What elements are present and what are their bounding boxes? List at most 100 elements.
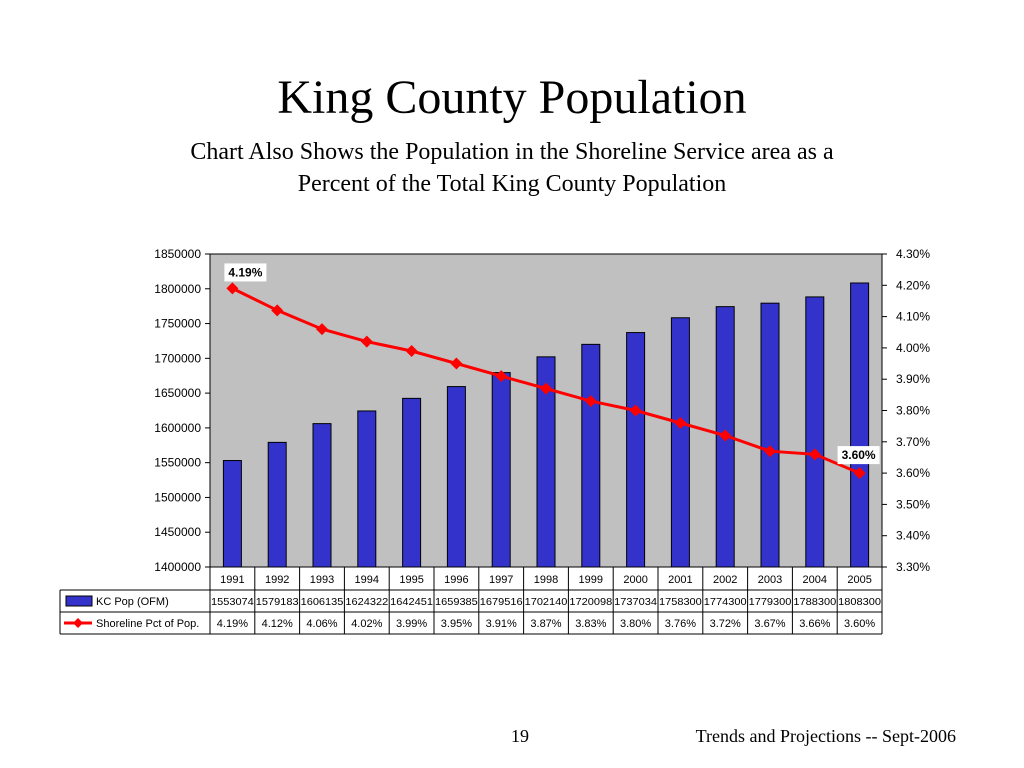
y-axis-tick-label: 1850000 (154, 247, 201, 261)
table-cell-shoreline-1992: 4.12% (262, 618, 293, 630)
shoreline-pct-marker-1994 (360, 335, 373, 348)
legend-label-shoreline: Shoreline Pct of Pop. (96, 618, 199, 630)
bar-kc-pop-1992 (267, 441, 287, 568)
table-cell-shoreline-1991: 4.19% (217, 618, 248, 630)
table-cell-shoreline-1994: 4.02% (351, 618, 382, 630)
bar-kc-pop-1994 (357, 410, 377, 568)
y-axis-tick-label: 1400000 (154, 560, 201, 574)
shoreline-pct-marker-1998 (540, 382, 552, 395)
table-cell-kc-pop-2003: 1779300 (749, 596, 792, 608)
shoreline-pct-marker-1993 (316, 323, 328, 336)
bar-kc-pop-1996 (446, 386, 466, 568)
shoreline-pct-marker-1999 (584, 395, 597, 408)
annotation-box (224, 263, 267, 282)
bar-kc-pop-2003 (760, 302, 780, 568)
shoreline-pct-marker-1991 (226, 282, 239, 295)
table-cell-shoreline-1996: 3.95% (441, 618, 472, 630)
y2-axis-tick-label: 3.30% (896, 560, 930, 574)
table-year-2005: 2005 (847, 574, 871, 586)
table-cell-shoreline-2004: 3.66% (799, 618, 830, 630)
y2-axis-tick-label: 3.70% (896, 435, 930, 449)
subtitle-line-2: Percent of the Total King County Populat… (297, 171, 727, 197)
y2-axis-tick-label: 3.90% (896, 372, 930, 386)
table-cell-shoreline-1993: 4.06% (306, 618, 337, 630)
table-cell-kc-pop-1997: 1679516 (480, 596, 523, 608)
table-cell-shoreline-2003: 3.67% (754, 618, 785, 630)
legend-label-kc-pop: KC Pop (OFM) (96, 596, 169, 608)
legend-marker-shoreline (73, 618, 83, 628)
table-cell-kc-pop-1994: 1624322 (345, 596, 388, 608)
table-year-1992: 1992 (265, 574, 289, 586)
table-cell-kc-pop-1992: 1579183 (256, 596, 299, 608)
table-year-1999: 1999 (579, 574, 603, 586)
table-cell-kc-pop-1998: 1702140 (525, 596, 568, 608)
shoreline-pct-marker-2003 (764, 445, 776, 458)
table-year-2002: 2002 (713, 574, 737, 586)
table-year-1995: 1995 (399, 574, 423, 586)
table-cell-shoreline-2002: 3.72% (710, 618, 741, 630)
shoreline-pct-marker-2001 (674, 417, 687, 430)
table-cell-kc-pop-2001: 1758300 (659, 596, 702, 608)
table-year-2000: 2000 (623, 574, 647, 586)
table-cell-shoreline-1997: 3.91% (486, 618, 517, 630)
y2-axis-tick-label: 3.40% (896, 529, 930, 543)
slide-title: King County Population (277, 71, 747, 124)
annotation-box (837, 446, 880, 465)
table-year-2004: 2004 (803, 574, 827, 586)
table-cell-shoreline-2005: 3.60% (844, 618, 875, 630)
table-cell-kc-pop-1991: 1553074 (211, 596, 254, 608)
table-year-1991: 1991 (220, 574, 244, 586)
table-cell-kc-pop-2002: 1774300 (704, 596, 747, 608)
table-year-2003: 2003 (758, 574, 782, 586)
y2-axis-tick-label: 4.20% (896, 278, 930, 292)
bar-kc-pop-1993 (312, 423, 332, 568)
shoreline-pct-marker-1992 (271, 304, 284, 317)
bar-kc-pop-1991 (222, 460, 242, 568)
y2-axis-tick-label: 4.00% (896, 341, 930, 355)
bar-kc-pop-2000 (626, 332, 646, 568)
page-number: 19 (511, 726, 529, 746)
bar-kc-pop-2001 (670, 317, 690, 568)
y2-axis-tick-label: 4.30% (896, 247, 930, 261)
table-cell-kc-pop-1999: 1720098 (569, 596, 612, 608)
table-year-1994: 1994 (355, 574, 379, 586)
legend-swatch-kc-pop (65, 595, 93, 607)
table-cell-kc-pop-1993: 1606135 (301, 596, 344, 608)
shoreline-pct-marker-1995 (405, 345, 418, 358)
bar-kc-pop-1998 (536, 356, 556, 568)
y2-axis-tick-label: 4.10% (896, 310, 930, 324)
y-axis-tick-label: 1800000 (154, 282, 201, 296)
y2-axis-tick-label: 3.80% (896, 404, 930, 418)
table-cell-kc-pop-2004: 1788300 (793, 596, 836, 608)
table-cell-kc-pop-2000: 1737034 (614, 596, 657, 608)
table-cell-shoreline-1995: 3.99% (396, 618, 427, 630)
y2-axis-tick-label: 3.60% (896, 466, 930, 480)
y-axis-tick-label: 1550000 (154, 456, 201, 470)
annotation-label: 4.19% (228, 265, 262, 279)
table-year-1998: 1998 (534, 574, 558, 586)
subtitle-line-1: Chart Also Shows the Population in the S… (190, 139, 834, 165)
footer-text: Trends and Projections -- Sept-2006 (695, 726, 956, 746)
table-year-1997: 1997 (489, 574, 513, 586)
slide-subtitle: Chart Also Shows the Population in the S… (0, 136, 1024, 200)
table-cell-shoreline-1999: 3.83% (575, 618, 606, 630)
y-axis-tick-label: 1700000 (154, 351, 201, 365)
shoreline-pct-marker-2000 (629, 404, 642, 417)
bar-kc-pop-2004 (805, 296, 825, 568)
annotation-label: 3.60% (842, 448, 876, 462)
table-year-1996: 1996 (444, 574, 468, 586)
table-cell-shoreline-1998: 3.87% (530, 618, 561, 630)
table-year-2001: 2001 (668, 574, 692, 586)
shoreline-pct-marker-1996 (450, 357, 463, 370)
shoreline-pct-marker-2005 (853, 467, 866, 480)
shoreline-pct-marker-2004 (808, 448, 821, 461)
y-axis-tick-label: 1650000 (154, 386, 201, 400)
bar-kc-pop-1999 (581, 343, 601, 568)
table-cell-kc-pop-1996: 1659385 (435, 596, 478, 608)
y-axis-tick-label: 1500000 (154, 490, 201, 504)
table-year-1993: 1993 (310, 574, 334, 586)
bar-kc-pop-2005 (850, 282, 870, 568)
shoreline-pct-marker-1997 (495, 370, 508, 383)
y2-axis-tick-label: 3.50% (896, 497, 930, 511)
